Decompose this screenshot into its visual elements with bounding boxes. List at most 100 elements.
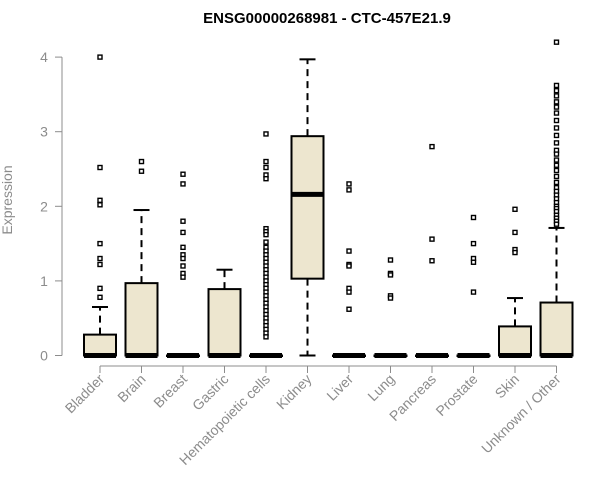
x-tick-label: Unknown / Other [478,371,564,457]
outlier-point [553,99,560,105]
outlier-point [180,229,186,236]
outlier-point [97,240,103,247]
outlier-point [180,218,186,224]
outlier-point [470,289,477,295]
outlier-point [346,248,352,254]
outlier-point [512,249,518,256]
outlier-point [387,295,394,301]
iqr-box [83,333,117,357]
box-bladder [83,54,117,358]
outlier-point [180,255,186,262]
outlier-point [553,140,560,146]
outlier-point [346,187,352,193]
outlier-point [470,214,477,221]
outlier-point [553,93,560,99]
outlier-point [429,236,435,242]
outlier-point [263,164,269,171]
outlier-point [180,171,186,177]
outlier-point [512,229,518,236]
outlier-point [553,82,560,89]
box-unknown-other [539,39,574,358]
outlier-point [263,175,269,182]
outlier-point [553,110,560,116]
outlier-point [97,54,103,60]
outlier-point [97,255,103,262]
outlier-point [470,240,477,247]
outlier-point [97,261,103,268]
outlier-point [97,285,103,292]
outlier-point [553,157,560,163]
box-gastric [207,268,242,358]
outlier-point [97,197,103,204]
outlier-point [512,206,518,212]
x-tick-label: Breast [150,371,190,411]
box-liver [332,181,366,358]
x-tick-label: Brain [114,371,148,405]
box-kidney [290,58,325,357]
outlier-point [429,258,435,264]
outlier-point [346,306,352,312]
x-tick-label: Kidney [273,371,315,413]
outlier-point [553,117,560,124]
outlier-point [180,263,186,269]
outlier-point [387,257,394,263]
outlier-point [97,164,103,171]
outlier-point [553,221,560,227]
outlier-point [553,179,560,186]
box-lung [373,257,408,358]
box-brain [124,158,159,358]
x-tick-label: Prostate [432,371,480,419]
y-axis: 0 1 2 3 4 [40,49,63,364]
y-tick-label: 2 [40,198,48,214]
y-tick-label: 0 [40,348,48,364]
outlier-point [346,181,352,187]
outlier-point [553,151,560,157]
x-tick-label: Skin [492,371,523,402]
outlier-point [263,158,269,165]
iqr-box [207,288,242,357]
outlier-point [553,87,560,94]
iqr-box [539,301,574,357]
outlier-point [553,162,560,168]
outlier-point [346,289,352,295]
x-tick-label: Liver [323,371,356,404]
outlier-point [180,244,186,251]
x-tick-label: Lung [364,371,397,404]
outlier-point [553,39,560,45]
box-prostate [456,214,491,358]
y-tick-label: 3 [40,124,48,140]
x-tick-label: Bladder [62,371,108,417]
y-axis-label: Expression [0,165,15,234]
outlier-point [180,181,186,187]
box-hematopoietic-cells [249,131,283,358]
outlier-point [97,294,103,301]
outlier-point [263,131,269,137]
outlier-point [97,202,103,208]
outlier-point [138,168,145,174]
outlier-point [387,272,394,278]
boxes [83,39,574,358]
box-breast [166,171,200,358]
iqr-box [124,282,159,357]
outlier-point [429,143,435,150]
outlier-point [553,167,560,174]
outlier-point [553,173,560,180]
y-tick-label: 4 [40,49,48,65]
outlier-point [470,259,477,265]
iqr-box [290,135,325,280]
outlier-point [263,231,269,238]
outlier-point [180,274,186,280]
outlier-point [263,334,269,340]
y-tick-label: 1 [40,273,48,289]
box-pancreas [415,143,449,358]
iqr-box [498,325,532,357]
outlier-point [346,263,352,269]
outlier-point [553,132,560,139]
outlier-point [553,104,560,110]
outlier-point [553,125,560,131]
chart-title: ENSG00000268981 - CTC-457E21.9 [203,10,451,27]
outlier-point [263,239,269,245]
outlier-point [138,158,145,165]
